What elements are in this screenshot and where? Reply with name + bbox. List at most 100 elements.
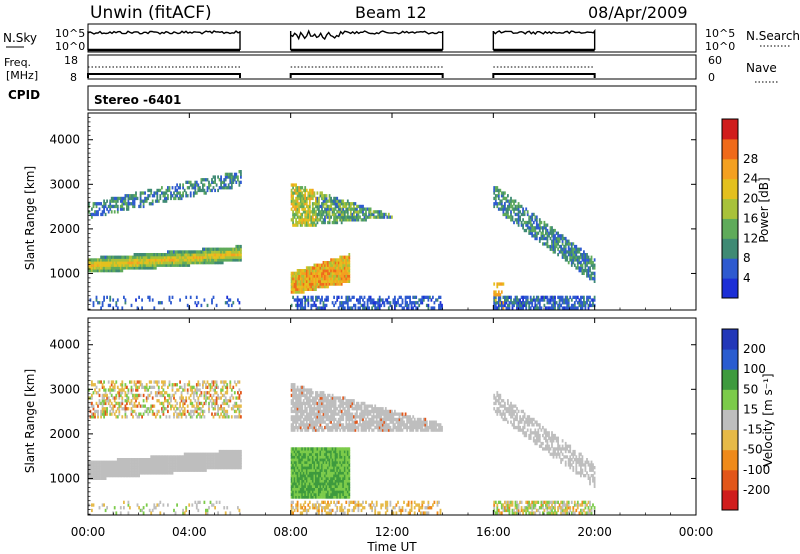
power-cell bbox=[523, 210, 526, 214]
velocity-cell bbox=[319, 449, 322, 454]
velocity-cell bbox=[147, 471, 150, 475]
velocity-cell bbox=[194, 409, 197, 414]
power-cell bbox=[110, 204, 113, 209]
velocity-cell bbox=[298, 396, 301, 400]
power-cell bbox=[203, 191, 206, 195]
power-cell bbox=[199, 261, 201, 265]
power-cell bbox=[581, 306, 584, 310]
power-cell bbox=[529, 226, 532, 230]
power-cell bbox=[334, 274, 337, 278]
velocity-cell bbox=[223, 458, 226, 462]
power-cell bbox=[154, 258, 157, 262]
velocity-cell bbox=[240, 415, 242, 419]
power-cell bbox=[227, 298, 230, 302]
power-cell bbox=[322, 194, 325, 198]
power-cell bbox=[188, 255, 191, 259]
velocity-cell bbox=[124, 409, 127, 414]
velocity-cell bbox=[315, 396, 317, 400]
power-cell bbox=[296, 210, 299, 214]
power-panel-frame bbox=[87, 112, 697, 311]
power-cell bbox=[305, 218, 308, 222]
power-cell bbox=[371, 306, 373, 310]
power-cell bbox=[416, 301, 419, 305]
velocity-cell bbox=[290, 484, 293, 488]
power-cell bbox=[121, 306, 124, 310]
velocity-cell bbox=[295, 396, 297, 400]
velocity-cell bbox=[101, 399, 104, 403]
power-cell bbox=[313, 266, 316, 270]
velocity-cell bbox=[240, 463, 242, 467]
power-cell bbox=[331, 207, 334, 211]
velocity-cell bbox=[188, 455, 191, 459]
power-cell bbox=[136, 266, 139, 270]
power-cell bbox=[211, 180, 213, 184]
power-cell bbox=[363, 301, 366, 305]
power-cell bbox=[578, 298, 581, 302]
velocity-cell bbox=[322, 404, 325, 408]
power-cell bbox=[583, 261, 585, 265]
power-cell bbox=[507, 306, 509, 310]
velocity-cell bbox=[182, 458, 184, 462]
power-cell bbox=[325, 263, 328, 267]
power-cell bbox=[584, 301, 587, 305]
power-cell bbox=[136, 263, 139, 267]
velocity-cell bbox=[238, 455, 241, 459]
power-cell bbox=[305, 279, 308, 283]
power-cell bbox=[357, 301, 360, 305]
velocity-cell bbox=[195, 452, 198, 456]
power-cell bbox=[324, 207, 326, 211]
power-cell bbox=[589, 303, 591, 308]
velocity-cell bbox=[118, 466, 121, 470]
velocity-cell bbox=[124, 460, 127, 464]
power-cell bbox=[330, 215, 332, 219]
velocity-cell bbox=[189, 409, 192, 414]
velocity-cell bbox=[217, 396, 219, 400]
velocity-cell bbox=[308, 423, 311, 427]
velocity-cell bbox=[164, 460, 166, 464]
velocity-cell bbox=[310, 490, 313, 494]
power-cell bbox=[296, 295, 299, 299]
velocity-cell bbox=[94, 476, 96, 480]
power-cell bbox=[572, 255, 575, 259]
velocity-cell bbox=[94, 474, 96, 478]
velocity-cell bbox=[126, 393, 128, 398]
velocity-cell bbox=[157, 458, 160, 462]
velocity-cell bbox=[173, 407, 175, 411]
power-cell bbox=[343, 266, 346, 270]
power-cell bbox=[232, 250, 235, 254]
power-cell bbox=[508, 301, 511, 305]
power-cell bbox=[104, 261, 107, 265]
velocity-cell bbox=[124, 468, 127, 472]
velocity-cell bbox=[302, 388, 305, 392]
velocity-cell bbox=[182, 409, 184, 414]
power-cell bbox=[325, 303, 328, 308]
power-cell bbox=[328, 196, 331, 201]
power-cell bbox=[368, 207, 370, 211]
power-cell bbox=[238, 170, 241, 174]
power-cell bbox=[298, 218, 301, 222]
power-cell bbox=[89, 269, 92, 273]
power-cell bbox=[499, 295, 502, 299]
freq-label: Freq. bbox=[4, 56, 31, 69]
velocity-cell bbox=[319, 409, 322, 414]
power-cell bbox=[209, 261, 212, 265]
velocity-cell bbox=[206, 458, 209, 462]
power-cell bbox=[107, 263, 110, 267]
velocity-cell bbox=[94, 468, 96, 472]
power-cell bbox=[321, 196, 323, 201]
velocity-cell bbox=[113, 468, 116, 472]
power-cell bbox=[517, 215, 520, 219]
velocity-cell bbox=[311, 420, 314, 424]
velocity-cell bbox=[290, 407, 293, 411]
power-cell bbox=[497, 298, 500, 302]
power-cell bbox=[230, 255, 233, 259]
velocity-cell bbox=[302, 479, 305, 483]
power-cell bbox=[551, 295, 553, 299]
velocity-cell bbox=[124, 471, 127, 475]
power-cell bbox=[337, 277, 340, 281]
power-cell bbox=[557, 242, 559, 246]
velocity-cell bbox=[321, 495, 323, 499]
velocity-cell bbox=[151, 396, 154, 400]
power-cell bbox=[551, 239, 553, 243]
power-cell bbox=[311, 298, 314, 302]
